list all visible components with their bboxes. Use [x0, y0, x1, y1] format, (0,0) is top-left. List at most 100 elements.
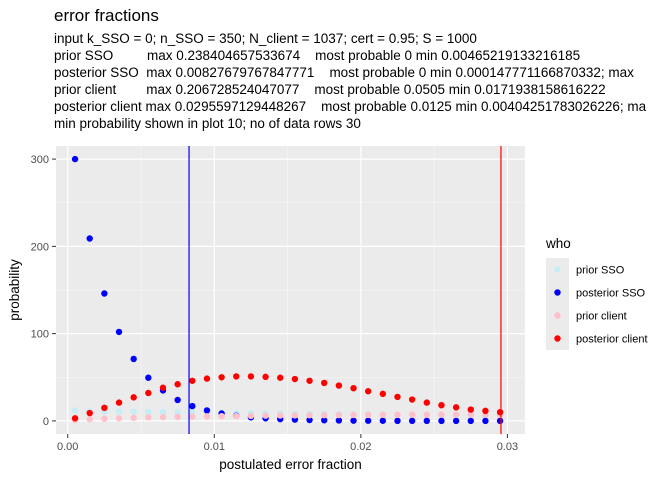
data-point-posterior-SSO	[321, 417, 328, 424]
data-point-posterior-client	[145, 389, 152, 397]
data-point-posterior-client	[438, 402, 445, 409]
data-point-posterior-client	[203, 375, 211, 382]
subtitle-line: posterior client max 0.0295597129448267 …	[54, 99, 647, 114]
data-point-posterior-client	[423, 399, 431, 406]
data-point-prior-SSO	[159, 408, 167, 416]
data-point-prior-SSO	[130, 408, 137, 415]
data-point-posterior-client	[364, 388, 372, 395]
data-point-prior-client	[291, 412, 299, 419]
data-point-posterior-client	[452, 404, 460, 411]
data-point-prior-client	[408, 411, 416, 418]
data-point-posterior-client	[306, 377, 313, 384]
data-point-prior-client	[101, 415, 108, 422]
legend-key-symbol	[554, 312, 561, 319]
data-point-prior-client	[86, 415, 93, 423]
data-point-posterior-client	[130, 394, 137, 401]
y-tick-label: 300	[31, 154, 49, 166]
data-point-posterior-SSO	[86, 235, 93, 242]
data-point-prior-client	[438, 411, 445, 418]
data-point-posterior-SSO	[115, 328, 123, 336]
data-point-prior-SSO	[145, 408, 152, 416]
data-point-posterior-SSO	[130, 355, 137, 363]
data-point-prior-client	[130, 414, 137, 422]
legend-label: prior SSO	[576, 265, 625, 277]
data-point-posterior-client	[247, 373, 255, 380]
data-point-posterior-client	[71, 415, 79, 422]
data-point-posterior-client	[335, 382, 343, 389]
x-tick-label: 0.03	[497, 441, 518, 453]
data-point-prior-client	[364, 411, 372, 419]
data-point-posterior-client	[291, 375, 299, 383]
data-point-posterior-SSO	[306, 416, 313, 424]
data-point-posterior-client	[408, 396, 416, 403]
data-point-posterior-SSO	[203, 407, 211, 414]
data-point-prior-client	[145, 414, 152, 421]
legend-label: posterior client	[576, 334, 648, 346]
legend-label: posterior SSO	[576, 288, 646, 300]
y-axis-title: probability	[7, 259, 22, 321]
data-point-posterior-SSO	[452, 417, 460, 425]
y-tick-label: 200	[31, 241, 49, 253]
chart-subtitle: input k_SSO = 0; n_SSO = 350; N_client =…	[54, 30, 646, 132]
data-point-prior-client	[233, 412, 240, 420]
data-point-posterior-client	[379, 390, 387, 398]
data-point-prior-client	[262, 412, 269, 419]
data-point-posterior-client	[86, 409, 93, 417]
data-point-posterior-SSO	[408, 417, 416, 425]
data-point-prior-client	[174, 413, 181, 421]
data-point-posterior-client	[277, 374, 284, 381]
x-tick-label: 0.02	[350, 441, 371, 453]
data-point-prior-client	[452, 411, 460, 418]
chart-title: error fractions	[54, 6, 159, 25]
data-point-posterior-SSO	[496, 417, 504, 425]
data-point-posterior-SSO	[364, 417, 372, 424]
data-point-prior-client	[467, 411, 474, 418]
data-point-prior-client	[218, 412, 225, 420]
data-point-posterior-client	[159, 384, 167, 391]
subtitle-line: posterior SSO max 0.00827679767847771 mo…	[54, 65, 634, 80]
data-point-prior-SSO	[174, 408, 181, 416]
subtitle-line: prior client max 0.206728524047077 most …	[54, 82, 606, 97]
data-point-posterior-client	[262, 373, 269, 381]
data-point-prior-client	[277, 412, 284, 419]
data-point-posterior-client	[174, 381, 181, 388]
data-point-posterior-SSO	[174, 396, 181, 404]
data-point-prior-client	[423, 411, 431, 418]
x-axis-title: postulated error fraction	[219, 457, 362, 472]
data-point-posterior-SSO	[482, 417, 489, 425]
data-point-prior-client	[350, 411, 357, 419]
subtitle-line: input k_SSO = 0; n_SSO = 350; N_client =…	[54, 31, 477, 46]
data-point-posterior-SSO	[394, 417, 401, 425]
data-point-prior-client	[321, 411, 328, 419]
data-point-posterior-client	[218, 374, 225, 381]
data-point-prior-client	[115, 415, 123, 422]
data-point-prior-client	[379, 411, 387, 418]
data-point-posterior-client	[233, 373, 240, 380]
x-tick-label: 0.01	[204, 441, 225, 453]
data-point-posterior-SSO	[101, 290, 108, 297]
data-point-prior-client	[306, 412, 313, 419]
data-point-prior-client	[335, 411, 343, 419]
data-point-prior-client	[203, 413, 211, 420]
data-point-posterior-SSO	[467, 417, 474, 425]
data-point-posterior-SSO	[335, 417, 343, 424]
data-point-posterior-client	[394, 393, 401, 401]
data-point-posterior-client	[189, 377, 196, 384]
data-point-posterior-SSO	[423, 417, 431, 425]
data-point-prior-client	[189, 413, 196, 420]
x-tick-label: 0.00	[57, 441, 78, 453]
data-point-posterior-SSO	[379, 417, 387, 424]
data-point-posterior-SSO	[71, 155, 79, 163]
legend-label: prior client	[576, 311, 627, 323]
data-point-posterior-SSO	[145, 374, 152, 381]
data-point-posterior-client	[101, 404, 108, 412]
legend-key-symbol	[554, 335, 561, 342]
data-point-prior-client	[159, 413, 167, 421]
data-point-posterior-SSO	[438, 417, 445, 425]
data-point-posterior-client	[467, 406, 474, 413]
subtitle-line: min probability shown in plot 10; no of …	[54, 116, 361, 131]
y-tick-label: 0	[43, 416, 49, 428]
data-point-posterior-client	[321, 379, 328, 387]
data-point-posterior-client	[496, 408, 504, 416]
